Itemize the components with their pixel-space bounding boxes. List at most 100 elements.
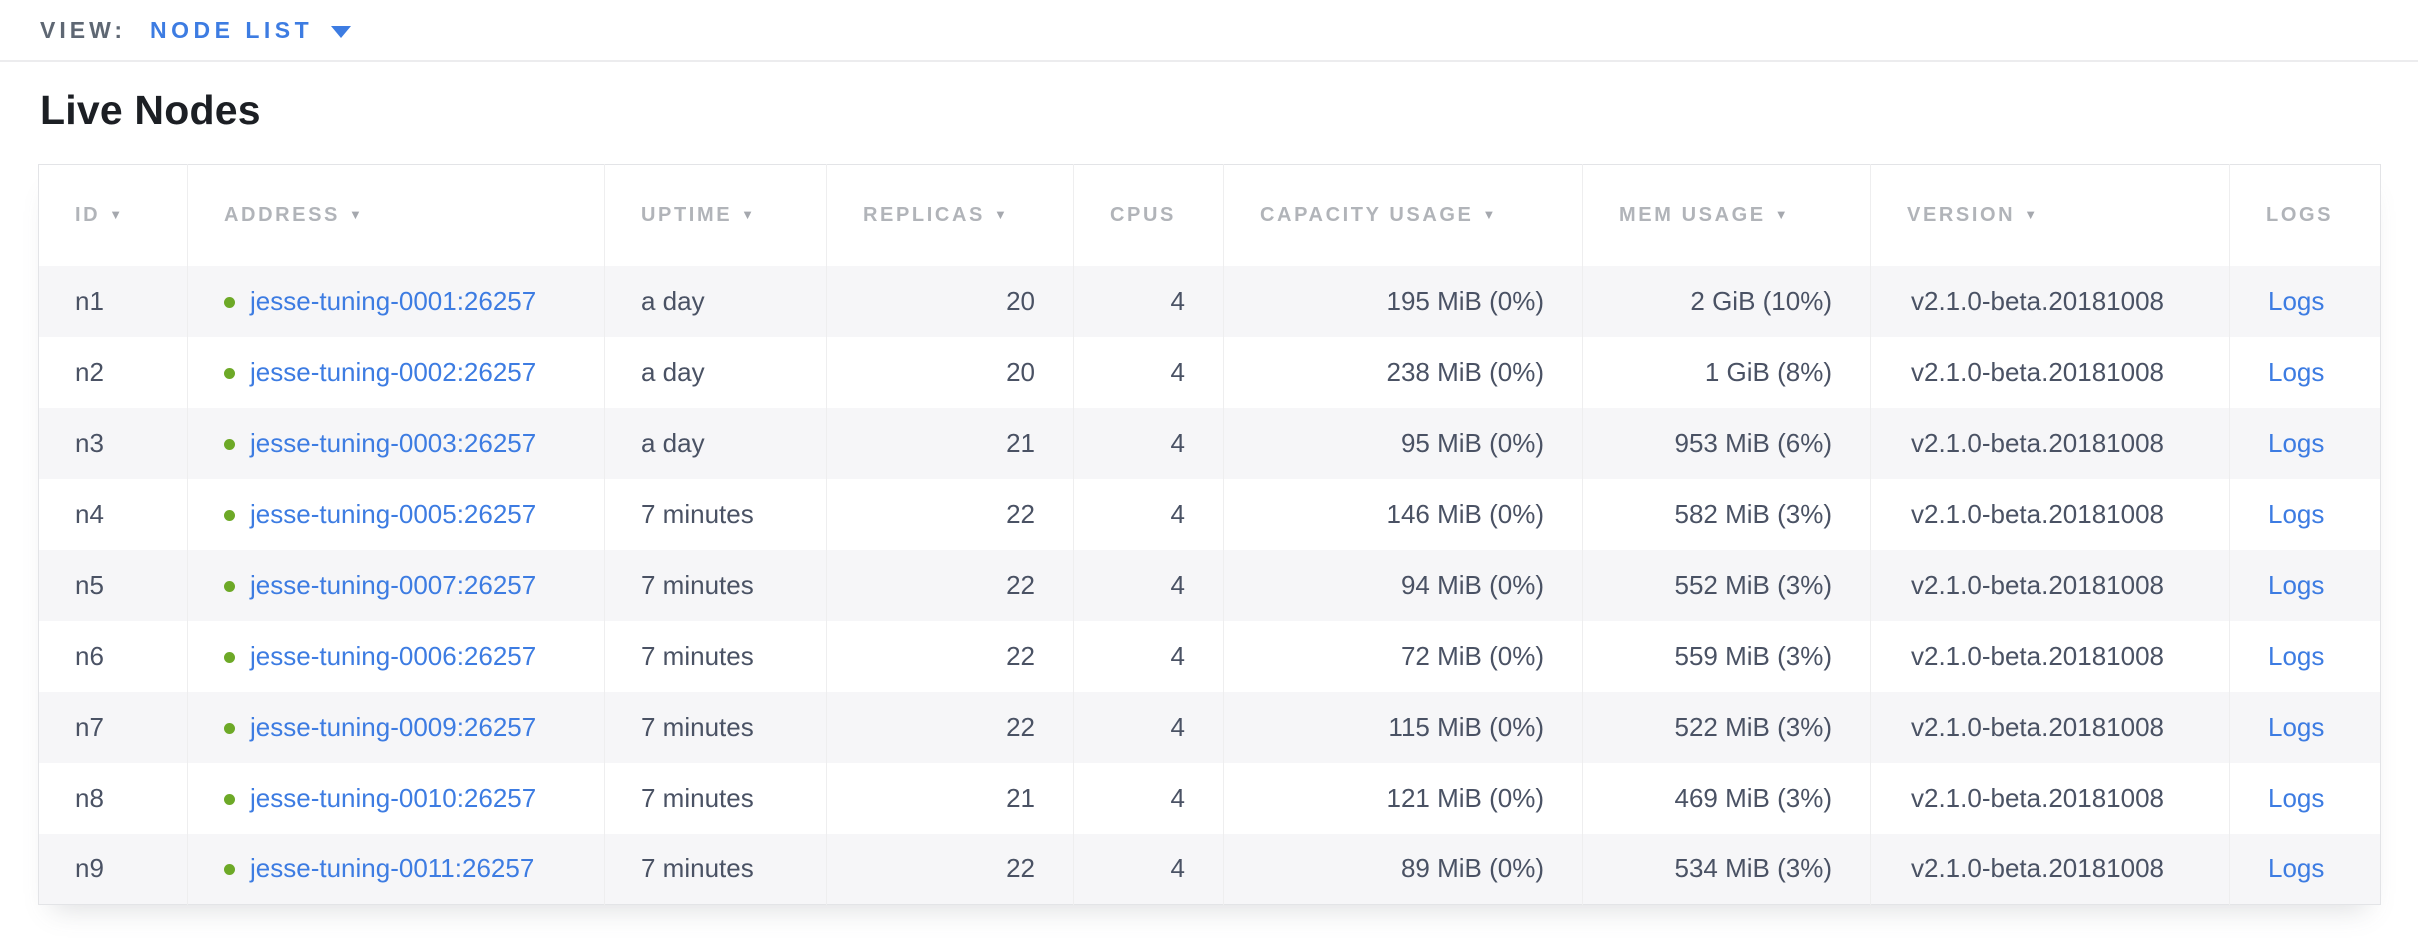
view-selector-bar: VIEW: NODE LIST	[0, 0, 2418, 62]
cell-mem: 1 GiB (8%)	[1582, 336, 1871, 408]
cell-id: n3	[75, 427, 104, 458]
cell-logs: Logs	[2229, 549, 2381, 621]
node-address-link[interactable]: jesse-tuning-0003:26257	[250, 427, 537, 458]
page-title: Live Nodes	[40, 87, 261, 133]
cell-uptime: a day	[604, 265, 827, 337]
cell-logs: Logs	[2229, 762, 2381, 834]
cell-capacity: 94 MiB (0%)	[1223, 549, 1583, 621]
cell-capacity: 238 MiB (0%)	[1223, 336, 1583, 408]
column-label: ADDRESS	[224, 203, 340, 226]
view-dropdown-value: NODE LIST	[150, 16, 314, 43]
node-address-link[interactable]: jesse-tuning-0009:26257	[250, 711, 537, 742]
node-address-link[interactable]: jesse-tuning-0001:26257	[250, 285, 537, 316]
node-address-link[interactable]: jesse-tuning-0005:26257	[250, 498, 537, 529]
cell-version: v2.1.0-beta.20181008	[1870, 833, 2230, 905]
column-header-address[interactable]: ADDRESS ▼	[187, 164, 605, 266]
cell-mem: 469 MiB (3%)	[1582, 762, 1871, 834]
cell-logs: Logs	[2229, 336, 2381, 408]
node-live-status-icon	[224, 367, 235, 379]
table-row: n7 jesse-tuning-0009:26257 7 minutes 22 4 115…	[38, 691, 2381, 763]
node-address-link[interactable]: jesse-tuning-0002:26257	[250, 356, 537, 387]
cell-address: jesse-tuning-0009:26257	[187, 691, 605, 763]
cell-cpus: 4	[1073, 336, 1224, 408]
cell-id: n2	[75, 356, 104, 387]
cell-replicas: 21	[826, 762, 1074, 834]
table-row: n4 jesse-tuning-0005:26257 7 minutes 22 4 146…	[38, 478, 2381, 550]
cell-capacity: 195 MiB (0%)	[1223, 265, 1583, 337]
cell-id: n8	[75, 782, 104, 813]
column-label: REPLICAS	[863, 203, 985, 226]
node-address-link[interactable]: jesse-tuning-0006:26257	[250, 640, 537, 671]
sort-desc-icon: ▼	[1482, 206, 1496, 222]
cell-replicas: 22	[826, 620, 1074, 692]
node-live-status-icon	[224, 722, 235, 734]
cell-version: v2.1.0-beta.20181008	[1870, 691, 2230, 763]
cell-id: n6	[75, 640, 104, 671]
column-header-capacity[interactable]: CAPACITY USAGE ▼	[1223, 164, 1583, 266]
node-live-status-icon	[224, 651, 235, 663]
logs-link[interactable]: Logs	[2268, 498, 2325, 529]
cell-uptime: 7 minutes	[604, 762, 827, 834]
table-row: n6 jesse-tuning-0006:26257 7 minutes 22 4 72 …	[38, 620, 2381, 692]
logs-link[interactable]: Logs	[2268, 640, 2325, 671]
column-header-cpus: CPUS	[1073, 164, 1224, 266]
cell-replicas: 20	[826, 336, 1074, 408]
logs-link[interactable]: Logs	[2268, 356, 2325, 387]
node-address-link[interactable]: jesse-tuning-0011:26257	[250, 853, 535, 884]
cell-id: n7	[75, 711, 104, 742]
column-label: LOGS	[2266, 203, 2334, 226]
column-label: CPUS	[1110, 203, 1176, 226]
cell-uptime: 7 minutes	[604, 549, 827, 621]
column-label: CAPACITY USAGE	[1260, 203, 1474, 226]
table-row: n8 jesse-tuning-0010:26257 7 minutes 21 4 121…	[38, 762, 2381, 834]
cell-mem: 552 MiB (3%)	[1582, 549, 1871, 621]
logs-link[interactable]: Logs	[2268, 285, 2325, 316]
cell-address: jesse-tuning-0011:26257	[187, 833, 605, 905]
cell-cpus: 4	[1073, 407, 1224, 479]
cell-capacity: 121 MiB (0%)	[1223, 762, 1583, 834]
node-address-link[interactable]: jesse-tuning-0007:26257	[250, 569, 537, 600]
logs-link[interactable]: Logs	[2268, 711, 2325, 742]
logs-link[interactable]: Logs	[2268, 853, 2325, 884]
cell-logs: Logs	[2229, 691, 2381, 763]
logs-link[interactable]: Logs	[2268, 782, 2325, 813]
column-header-replicas[interactable]: REPLICAS ▼	[826, 164, 1074, 266]
column-header-version[interactable]: VERSION ▼	[1870, 164, 2230, 266]
cell-mem: 522 MiB (3%)	[1582, 691, 1871, 763]
sort-desc-icon: ▼	[2024, 206, 2038, 222]
cell-address: jesse-tuning-0003:26257	[187, 407, 605, 479]
cell-mem: 559 MiB (3%)	[1582, 620, 1871, 692]
cell-uptime: a day	[604, 336, 827, 408]
cell-cpus: 4	[1073, 549, 1224, 621]
cell-id: n4	[75, 498, 104, 529]
cell-capacity: 95 MiB (0%)	[1223, 407, 1583, 479]
cell-replicas: 22	[826, 478, 1074, 550]
cell-version: v2.1.0-beta.20181008	[1870, 549, 2230, 621]
cell-cpus: 4	[1073, 478, 1224, 550]
cell-logs: Logs	[2229, 478, 2381, 550]
node-live-status-icon	[224, 580, 235, 592]
node-live-status-icon	[224, 438, 235, 450]
cell-capacity: 146 MiB (0%)	[1223, 478, 1583, 550]
logs-link[interactable]: Logs	[2268, 569, 2325, 600]
table-row: n1 jesse-tuning-0001:26257 a day 20 4 195 MiB…	[38, 265, 2381, 337]
table-body: n1 jesse-tuning-0001:26257 a day 20 4 195 MiB…	[38, 265, 2381, 905]
node-live-status-icon	[224, 296, 235, 308]
cell-address: jesse-tuning-0006:26257	[187, 620, 605, 692]
view-dropdown[interactable]: NODE LIST	[150, 16, 352, 44]
node-address-link[interactable]: jesse-tuning-0010:26257	[250, 782, 537, 813]
cell-replicas: 22	[826, 549, 1074, 621]
column-header-id[interactable]: ID ▼	[38, 164, 188, 266]
node-live-status-icon	[224, 793, 235, 805]
live-nodes-table-container: ID ▼ ADDRESS ▼ UPTIME ▼ REPLICAS ▼ CPUS CAPACITY …	[38, 164, 2381, 905]
sort-desc-icon: ▼	[1774, 206, 1788, 222]
column-header-mem[interactable]: MEM USAGE ▼	[1582, 164, 1871, 266]
logs-link[interactable]: Logs	[2268, 427, 2325, 458]
column-label: ID	[75, 203, 101, 226]
column-label: MEM USAGE	[1619, 203, 1766, 226]
cell-version: v2.1.0-beta.20181008	[1870, 620, 2230, 692]
table-row: n3 jesse-tuning-0003:26257 a day 21 4 95 MiB …	[38, 407, 2381, 479]
cell-version: v2.1.0-beta.20181008	[1870, 478, 2230, 550]
column-header-uptime[interactable]: UPTIME ▼	[604, 164, 827, 266]
column-label: VERSION	[1907, 203, 2016, 226]
